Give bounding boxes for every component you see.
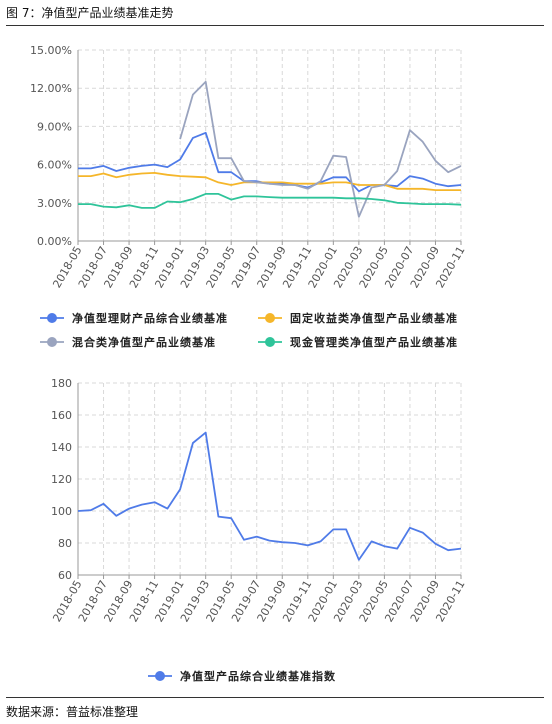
- y-tick-label: 140: [51, 441, 72, 454]
- legend-marker: [47, 313, 57, 323]
- series-line-3: [179, 80, 462, 218]
- y-tick-label: 0.00%: [37, 235, 72, 248]
- source-note: 数据来源：普益标准整理: [6, 705, 139, 719]
- legend-marker: [155, 671, 165, 681]
- series-line-1: [77, 431, 462, 561]
- y-tick-label: 180: [51, 377, 72, 390]
- y-tick-label: 160: [51, 409, 72, 422]
- legend-marker: [265, 337, 275, 347]
- figure-title: 图 7：净值型产品业绩基准走势: [6, 6, 174, 20]
- series-line-4: [78, 193, 462, 209]
- y-tick-label: 100: [51, 505, 72, 518]
- legend-label: 固定收益类净值型产品业绩基准: [290, 311, 458, 325]
- top-rule: [6, 25, 544, 26]
- chart-1: 0.00%3.00%6.00%9.00%12.00%15.00%2018-052…: [30, 44, 468, 349]
- y-tick-label: 3.00%: [37, 197, 72, 210]
- legend-label: 净值型理财产品综合业绩基准: [72, 311, 228, 325]
- y-tick-label: 60: [58, 569, 72, 582]
- y-tick-label: 120: [51, 473, 72, 486]
- y-tick-label: 12.00%: [30, 82, 72, 95]
- bottom-rule: [6, 697, 544, 698]
- legend-marker: [47, 337, 57, 347]
- legend-label: 现金管理类净值型产品业绩基准: [290, 335, 458, 349]
- y-tick-label: 9.00%: [37, 120, 72, 133]
- y-tick-label: 15.00%: [30, 44, 72, 57]
- legend-label: 混合类净值型产品业绩基准: [72, 335, 216, 349]
- legend-marker: [265, 313, 275, 323]
- legend-label: 净值型产品综合业绩基准指数: [180, 669, 336, 683]
- y-tick-label: 80: [58, 537, 72, 550]
- y-tick-label: 6.00%: [37, 159, 72, 172]
- chart-2: 60801001201401601802018-052018-072018-09…: [50, 377, 467, 683]
- series-line-2: [78, 172, 461, 191]
